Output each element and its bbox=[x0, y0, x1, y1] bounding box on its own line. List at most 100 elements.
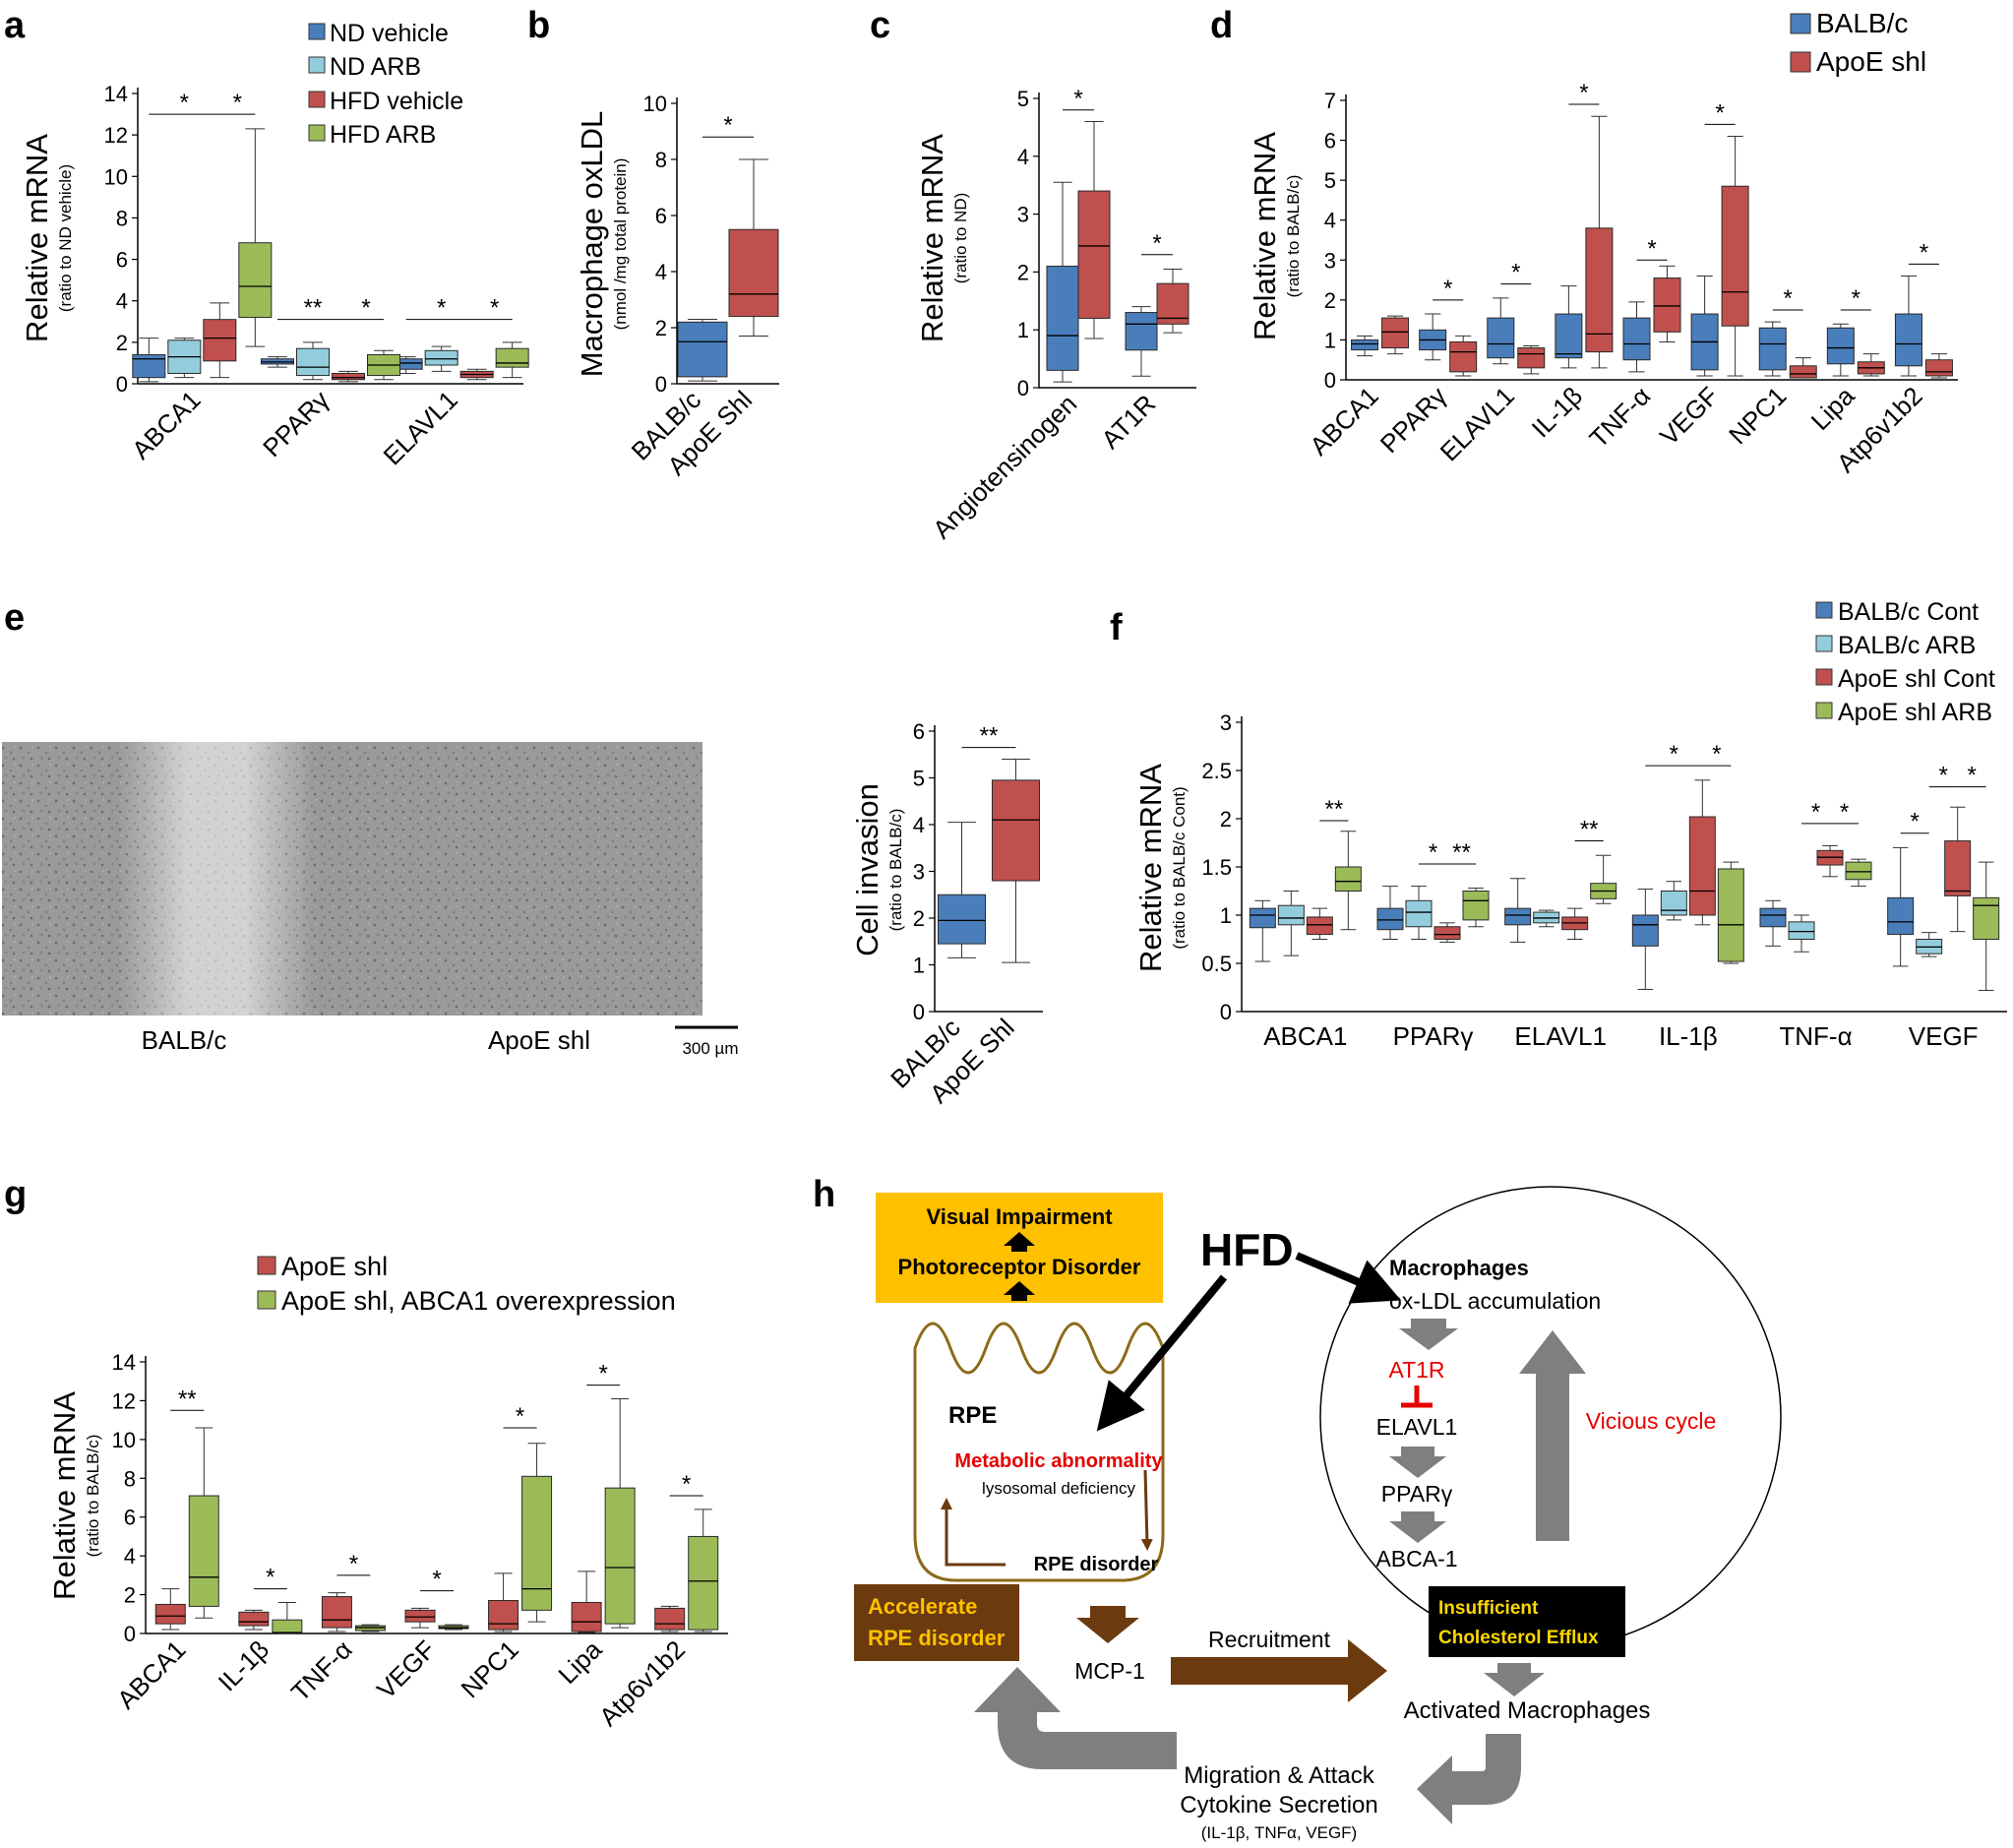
y-tick-label: 2 bbox=[1017, 260, 1029, 284]
y-tick-label: 8 bbox=[124, 1466, 136, 1491]
wound-area-balbc bbox=[118, 742, 315, 1016]
y-axis-title: Macrophage oxLDL bbox=[575, 111, 609, 378]
y-axis-title: Relative mRNA bbox=[47, 1391, 82, 1600]
y-tick-label: 10 bbox=[643, 92, 667, 116]
brown-loop-arrow-left bbox=[941, 1498, 1006, 1567]
macrophages-label: Macrophages bbox=[1389, 1256, 1529, 1280]
legend-g-label-1: ApoE shl bbox=[281, 1252, 388, 1281]
y-axis-subtitle: (nmol /mg total protein) bbox=[611, 158, 630, 331]
y-tick-label: 2 bbox=[655, 316, 667, 340]
chart-g: 0 2 4 6 8 10 12 14 Relative mRNA (ratio to BALB/c… bbox=[47, 1350, 728, 1732]
y-tick-label: 6 bbox=[116, 248, 128, 273]
box-g bbox=[404, 1609, 436, 1623]
legend-g-swatch-2 bbox=[257, 1290, 276, 1310]
y-tick-label: 10 bbox=[112, 1428, 136, 1452]
y-tick-label: 3 bbox=[1324, 248, 1336, 273]
hfd-to-macrophage-arrow bbox=[1295, 1252, 1402, 1304]
significance-star: * bbox=[1852, 285, 1860, 312]
significance-star: * bbox=[233, 90, 242, 116]
category-label: ABCA1 bbox=[1263, 1021, 1347, 1051]
significance-star: ** bbox=[304, 295, 323, 322]
significance-star: * bbox=[1429, 839, 1437, 866]
chart-c: 0 1 2 3 4 5 Relative mRNA (ratio to ND) Angioten… bbox=[915, 86, 1196, 544]
significance-star: ** bbox=[1452, 839, 1471, 866]
box-a bbox=[495, 347, 529, 368]
y-tick-label: 6 bbox=[913, 719, 925, 744]
y-tick-label: 0 bbox=[1017, 376, 1029, 400]
legend-f-swatch-3 bbox=[1815, 668, 1833, 686]
category-label: ABCA1 bbox=[1304, 381, 1384, 462]
vicious-cycle-arrow bbox=[1519, 1330, 1586, 1541]
box-c bbox=[1156, 282, 1190, 325]
box-f bbox=[1631, 914, 1659, 947]
y-tick-label: 12 bbox=[104, 123, 128, 148]
brown-loop-arrow-right bbox=[1140, 1469, 1153, 1551]
y-tick-label: 2 bbox=[913, 906, 925, 931]
legend-a-label-2: ND ARB bbox=[330, 53, 421, 81]
significance-star: * bbox=[361, 295, 370, 322]
category-label: Atp6v1b2 bbox=[593, 1634, 691, 1732]
box-d bbox=[1789, 365, 1817, 379]
box-d bbox=[1622, 317, 1651, 361]
box-d bbox=[1653, 277, 1681, 333]
box-g bbox=[272, 1619, 303, 1634]
significance-star: * bbox=[1152, 230, 1161, 257]
legend-f-swatch-2 bbox=[1815, 635, 1833, 652]
y-tick-label: 6 bbox=[655, 204, 667, 228]
box-g bbox=[238, 1611, 270, 1627]
significance-star: ** bbox=[178, 1386, 197, 1412]
box-b bbox=[728, 228, 779, 318]
legend-d-swatch-2 bbox=[1790, 51, 1811, 73]
accelerate-text-line1: Accelerate bbox=[868, 1594, 977, 1619]
y-tick-label: 0.5 bbox=[1201, 952, 1232, 976]
legend-a-swatch-4 bbox=[308, 124, 326, 142]
panel-e-images: BALB/c ApoE shl 300 µm bbox=[2, 742, 739, 1058]
accelerate-text-line2: RPE disorder bbox=[868, 1626, 1006, 1650]
y-tick-label: 2 bbox=[1324, 288, 1336, 313]
recruitment-label: Recruitment bbox=[1208, 1627, 1331, 1652]
visual-impairment-text: Visual Impairment bbox=[926, 1204, 1113, 1229]
significance-star: * bbox=[1967, 763, 1976, 789]
panel-letter-d: d bbox=[1210, 5, 1233, 46]
box-a bbox=[238, 242, 273, 319]
box-f bbox=[1334, 866, 1362, 892]
chart-d: 0 1 2 3 4 5 6 7 Relative mRNA (ratio to BALB/c) AB… bbox=[1248, 80, 1958, 478]
category-label: TNF-α bbox=[1584, 381, 1657, 454]
box-e bbox=[992, 779, 1040, 882]
elavl1-label: ELAVL1 bbox=[1376, 1414, 1458, 1440]
image-label-apoe: ApoE shl bbox=[488, 1025, 590, 1055]
category-label: VEGF bbox=[1909, 1021, 1979, 1051]
box-a bbox=[203, 319, 237, 362]
box-d bbox=[1381, 317, 1410, 349]
y-tick-label: 2 bbox=[116, 331, 128, 355]
y-tick-label: 5 bbox=[913, 767, 925, 791]
significance-star: * bbox=[1647, 235, 1656, 262]
legend-f: BALB/c Cont BALB/c ARB ApoE shl Cont Apo… bbox=[1815, 598, 1995, 726]
significance-star: * bbox=[1511, 260, 1520, 286]
y-tick-label: 1 bbox=[1220, 903, 1232, 928]
box-a bbox=[424, 349, 458, 366]
significance-star: * bbox=[1811, 799, 1820, 826]
cytokine-list-label: (IL-1β, TNFα, VEGF) bbox=[1201, 1823, 1357, 1842]
scale-bar-label: 300 µm bbox=[682, 1039, 738, 1058]
box-f bbox=[1973, 896, 2000, 940]
panel-letter-f: f bbox=[1110, 607, 1123, 648]
significance-star: * bbox=[1073, 86, 1082, 112]
gray-down-arrow bbox=[1389, 1447, 1446, 1478]
y-tick-label: 1.5 bbox=[1201, 855, 1232, 880]
y-tick-label: 3 bbox=[1220, 710, 1232, 735]
box-d bbox=[1351, 339, 1379, 351]
box-g bbox=[321, 1596, 352, 1629]
box-f bbox=[1660, 891, 1687, 916]
box-f bbox=[1306, 916, 1333, 936]
y-tick-label: 7 bbox=[1324, 89, 1336, 113]
rpe-label: RPE bbox=[948, 1402, 997, 1429]
box-f bbox=[1887, 896, 1915, 936]
y-axis-title: Relative mRNA bbox=[1133, 764, 1168, 972]
box-g bbox=[154, 1603, 186, 1625]
cytokine-label: Cytokine Secretion bbox=[1180, 1792, 1377, 1818]
category-label: AT1R bbox=[1095, 389, 1161, 455]
activated-macrophages-label: Activated Macrophages bbox=[1404, 1697, 1651, 1724]
box-d bbox=[1721, 185, 1749, 327]
